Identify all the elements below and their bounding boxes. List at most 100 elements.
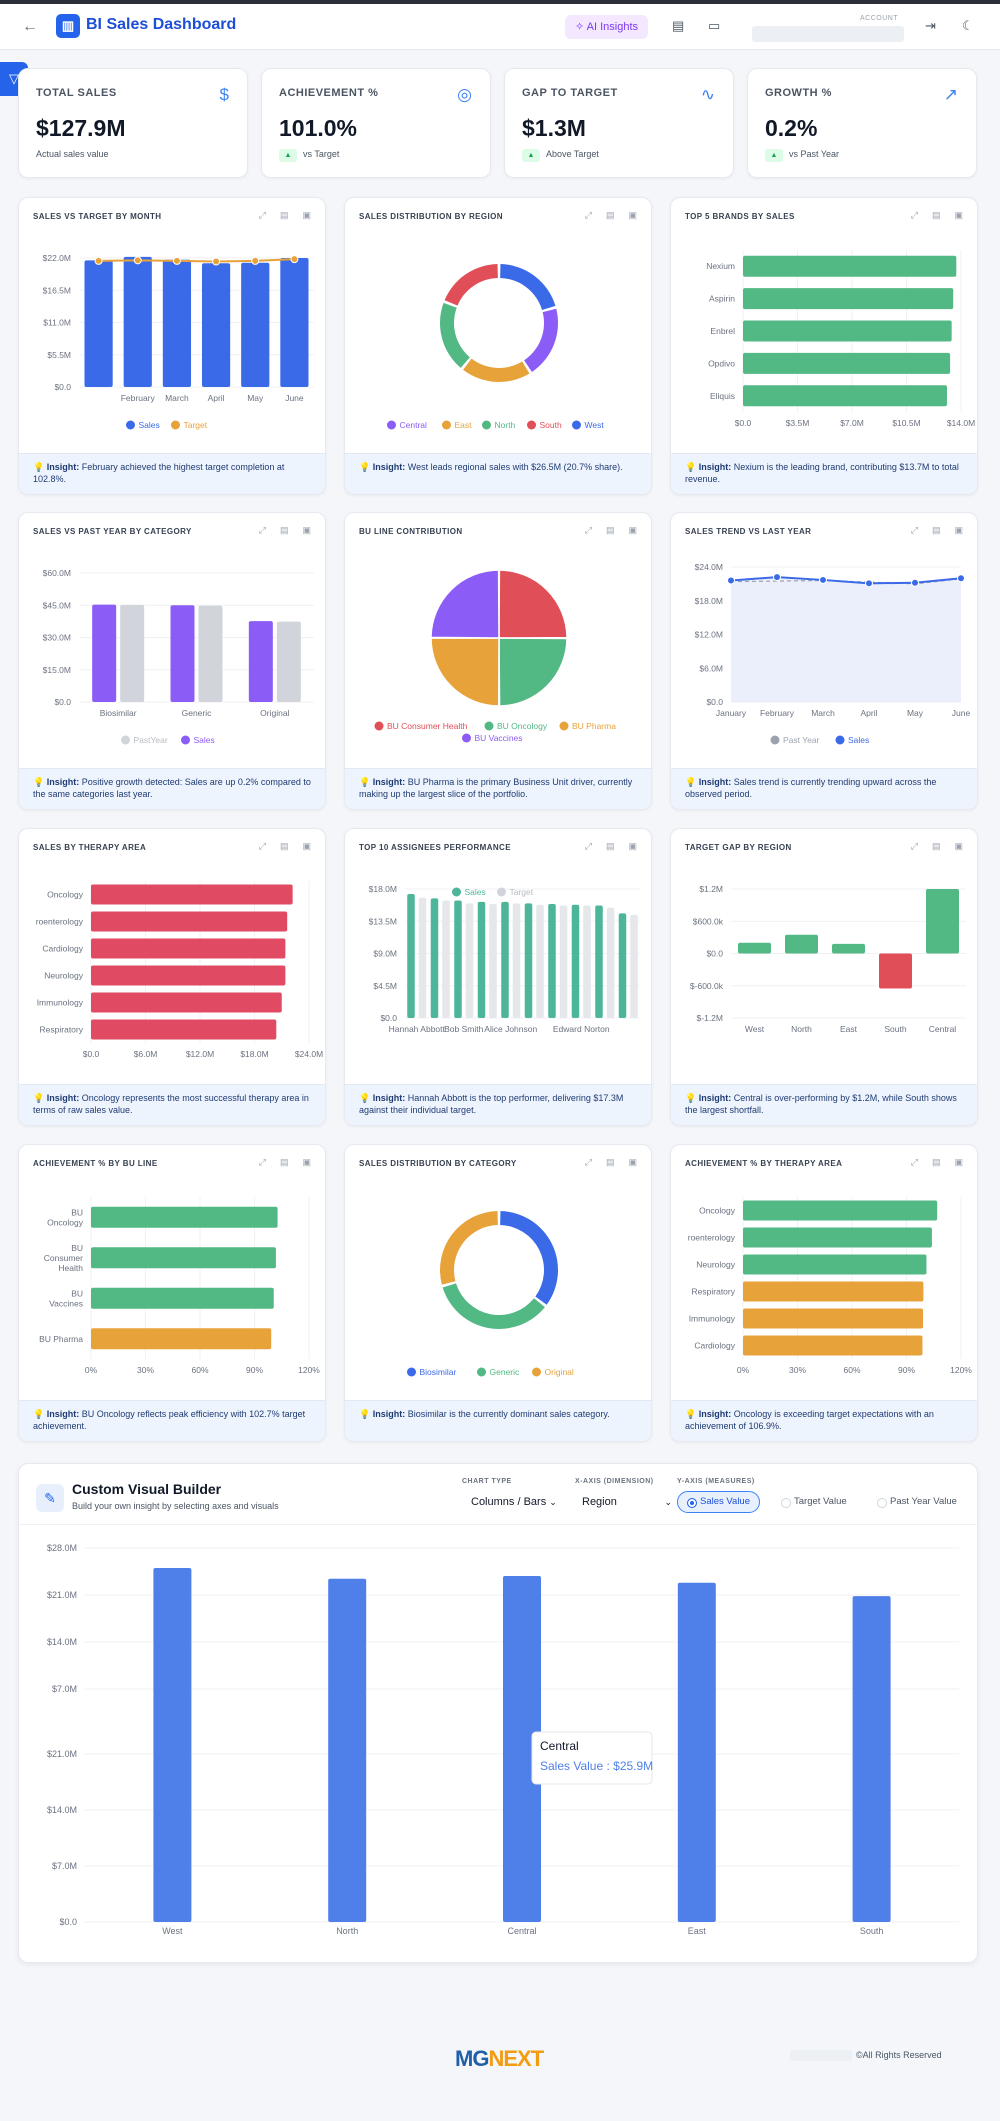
expand-icon[interactable]: ⤢	[910, 1157, 918, 1167]
bar[interactable]	[442, 900, 450, 1018]
bar[interactable]	[477, 901, 486, 1018]
bar[interactable]	[630, 914, 638, 1018]
bar[interactable]	[743, 288, 954, 310]
legend-swatch[interactable]	[835, 735, 845, 745]
bar[interactable]	[743, 255, 957, 277]
bar[interactable]	[241, 262, 270, 387]
bar[interactable]	[618, 913, 627, 1018]
bar[interactable]	[583, 905, 591, 1018]
image-icon[interactable]: ▣	[628, 525, 637, 535]
bar[interactable]	[91, 911, 288, 932]
pie-slice[interactable]	[430, 637, 500, 707]
bar[interactable]	[738, 942, 771, 954]
expand-icon[interactable]: ⤢	[258, 841, 266, 851]
bar[interactable]	[91, 1019, 277, 1040]
image-icon[interactable]: ▣	[954, 210, 963, 220]
bar[interactable]	[84, 260, 113, 387]
bar[interactable]	[677, 1582, 716, 1922]
bar[interactable]	[91, 1247, 276, 1269]
legend-swatch[interactable]	[572, 420, 581, 430]
line-point[interactable]	[94, 256, 103, 265]
bar[interactable]	[606, 907, 615, 1018]
bar[interactable]	[501, 901, 509, 1018]
bar[interactable]	[198, 605, 223, 702]
export-document-icon[interactable]: ▤	[931, 841, 941, 851]
expand-icon[interactable]: ⤢	[258, 525, 266, 535]
pie-slice[interactable]	[430, 569, 500, 639]
bar[interactable]	[743, 385, 947, 407]
line-point[interactable]	[911, 578, 919, 587]
expand-icon[interactable]: ⤢	[584, 210, 592, 220]
legend-swatch[interactable]	[482, 420, 491, 430]
legend-swatch[interactable]	[497, 887, 506, 897]
bar[interactable]	[785, 934, 818, 954]
bar[interactable]	[571, 904, 580, 1018]
bar[interactable]	[248, 621, 273, 702]
line-point[interactable]	[773, 573, 781, 582]
image-icon[interactable]: ▣	[302, 210, 311, 220]
legend-swatch[interactable]	[452, 887, 461, 897]
logout-icon[interactable]: ⇥	[925, 18, 936, 33]
document-icon[interactable]: ▤	[672, 18, 685, 33]
image-icon[interactable]: ▣	[954, 841, 963, 851]
bar[interactable]	[201, 263, 231, 387]
bar[interactable]	[430, 898, 439, 1018]
line-point[interactable]	[865, 579, 873, 588]
legend-swatch[interactable]	[477, 1367, 486, 1377]
export-document-icon[interactable]: ▤	[605, 841, 615, 851]
bar[interactable]	[170, 605, 195, 702]
expand-icon[interactable]: ⤢	[258, 210, 266, 220]
pie-slice[interactable]	[498, 569, 568, 639]
legend-swatch[interactable]	[527, 420, 536, 430]
legend-swatch[interactable]	[387, 420, 396, 430]
bar[interactable]	[153, 1568, 192, 1922]
bar[interactable]	[328, 1578, 367, 1922]
bar[interactable]	[536, 904, 544, 1018]
bar[interactable]	[276, 621, 301, 702]
bar[interactable]	[743, 1200, 938, 1221]
line-point[interactable]	[251, 256, 260, 265]
export-document-icon[interactable]: ▤	[605, 1157, 615, 1167]
bar[interactable]	[559, 905, 568, 1018]
legend-swatch[interactable]	[374, 721, 384, 731]
bar[interactable]	[120, 604, 145, 702]
pie-slice[interactable]	[444, 264, 498, 306]
export-document-icon[interactable]: ▤	[279, 525, 289, 535]
legend-swatch[interactable]	[442, 420, 451, 430]
export-document-icon[interactable]: ▤	[605, 210, 615, 220]
image-icon[interactable]: ▣	[628, 841, 637, 851]
image-icon[interactable]: ▣	[954, 1157, 963, 1167]
bar[interactable]	[465, 903, 474, 1018]
expand-icon[interactable]: ⤢	[910, 525, 918, 535]
pie-slice[interactable]	[442, 1283, 545, 1329]
export-document-icon[interactable]: ▤	[931, 1157, 941, 1167]
pie-slice[interactable]	[524, 308, 558, 372]
legend-swatch[interactable]	[126, 420, 135, 430]
bar[interactable]	[454, 900, 462, 1018]
export-document-icon[interactable]: ▤	[279, 841, 289, 851]
account-name-redacted[interactable]	[752, 26, 904, 42]
chart-type-select[interactable]: Columns / Bars ⌄	[471, 1491, 557, 1513]
image-icon[interactable]: ▣	[302, 525, 311, 535]
dark-mode-moon-icon[interactable]: ☾	[962, 18, 974, 33]
image-icon[interactable]: ▣	[302, 841, 311, 851]
bar[interactable]	[280, 258, 309, 387]
export-document-icon[interactable]: ▤	[931, 525, 941, 535]
expand-icon[interactable]: ⤢	[584, 841, 592, 851]
pie-slice[interactable]	[500, 264, 556, 310]
export-document-icon[interactable]: ▤	[279, 1157, 289, 1167]
line-point[interactable]	[212, 257, 221, 266]
bar[interactable]	[91, 1287, 274, 1309]
bar[interactable]	[418, 897, 427, 1018]
expand-icon[interactable]: ⤢	[584, 525, 592, 535]
legend-swatch[interactable]	[121, 735, 130, 745]
measure-chip[interactable]: Past Year Value	[867, 1491, 967, 1513]
line-point[interactable]	[133, 256, 142, 265]
bar[interactable]	[91, 938, 286, 959]
pie-slice[interactable]	[463, 358, 530, 382]
measure-chip[interactable]: Target Value	[771, 1491, 857, 1513]
expand-icon[interactable]: ⤢	[258, 1157, 266, 1167]
back-arrow-icon[interactable]: ←	[22, 18, 38, 35]
bar[interactable]	[91, 992, 282, 1013]
bar[interactable]	[92, 604, 117, 702]
